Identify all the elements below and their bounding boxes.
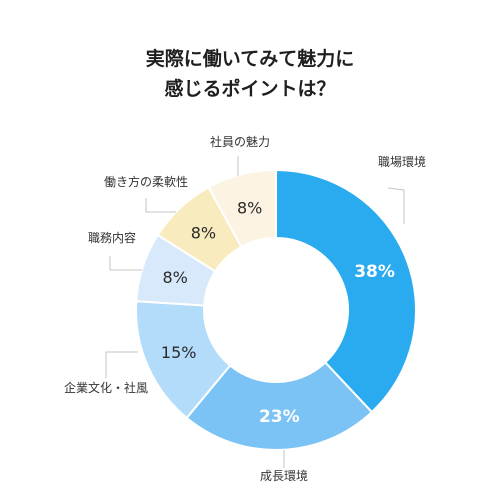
slice-value-label-1: 23% [259,407,300,427]
slice-value-label-3: 8% [162,268,187,287]
donut-slices [135,168,417,451]
donut-slice-5 [207,168,277,249]
slice-value-label-2: 15% [161,343,197,362]
slice-category-label-1: 成長環境 [260,468,308,483]
chart-title-line-1: 実際に働いてみて魅力に [145,48,355,70]
slice-value-label-0: 38% [354,262,395,282]
slice-category-label-2: 企業文化・社風 [64,380,148,395]
slice-category-label-3: 職務内容 [88,230,136,245]
slice-category-label-4: 働き方の柔軟性 [104,174,188,189]
chart-title-line-2: 感じるポイントは？ [164,78,336,100]
donut-slice-0 [275,168,417,414]
slice-value-label-4: 8% [191,224,216,243]
leader-lines [105,156,405,468]
leader-line-2 [105,351,138,378]
chart-title: 実際に働いてみて魅力に 感じるポイントは？ [0,44,500,104]
donut-slice-1 [185,361,374,451]
leader-line-4 [145,198,176,213]
slice-category-label-0: 職場環境 [378,154,426,169]
leader-line-3 [109,256,142,271]
leader-line-0 [387,187,405,224]
slice-value-labels: 38% 23% 15% 8% 8% 8% [161,198,395,427]
slice-value-label-5: 8% [237,198,262,217]
slice-category-label-5: 社員の魅力 [210,134,270,149]
